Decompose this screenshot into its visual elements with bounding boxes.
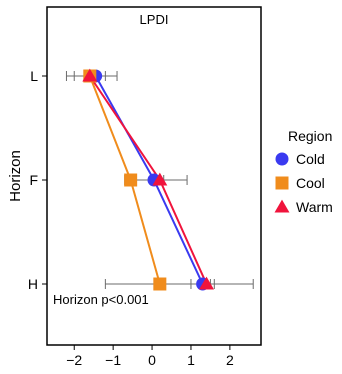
y-tick-label: F xyxy=(29,172,38,188)
x-tick-label: 1 xyxy=(187,352,195,368)
x-tick-label: −2 xyxy=(66,352,82,368)
y-tick-label: H xyxy=(28,276,38,292)
legend-label-cold: Cold xyxy=(296,151,325,167)
chart-marks xyxy=(66,69,253,291)
legend-label-cool: Cool xyxy=(296,175,325,191)
y-tick-label: L xyxy=(30,68,38,84)
legend-key-cool xyxy=(276,177,289,190)
horizon-p-value-annotation: Horizon p<0.001 xyxy=(53,292,149,307)
legend-title: Region xyxy=(288,128,332,144)
legend: Cold Cool Warm xyxy=(275,151,333,215)
x-tick-label: 2 xyxy=(226,352,234,368)
legend-key-warm xyxy=(275,200,290,213)
data-point-cool xyxy=(124,174,137,187)
x-tick-label: 0 xyxy=(148,352,156,368)
panel-title: LPDI xyxy=(140,12,169,27)
data-point-cool xyxy=(153,278,166,291)
legend-key-cold xyxy=(276,153,289,166)
y-axis-title: Horizon xyxy=(7,150,24,202)
x-tick-label: −1 xyxy=(105,352,121,368)
legend-label-warm: Warm xyxy=(296,199,333,215)
